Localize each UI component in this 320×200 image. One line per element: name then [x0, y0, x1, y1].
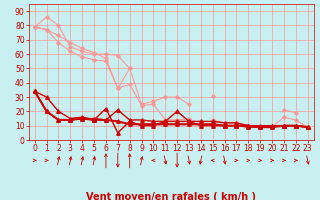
Text: Vent moyen/en rafales ( km/h ): Vent moyen/en rafales ( km/h ) [86, 192, 256, 200]
